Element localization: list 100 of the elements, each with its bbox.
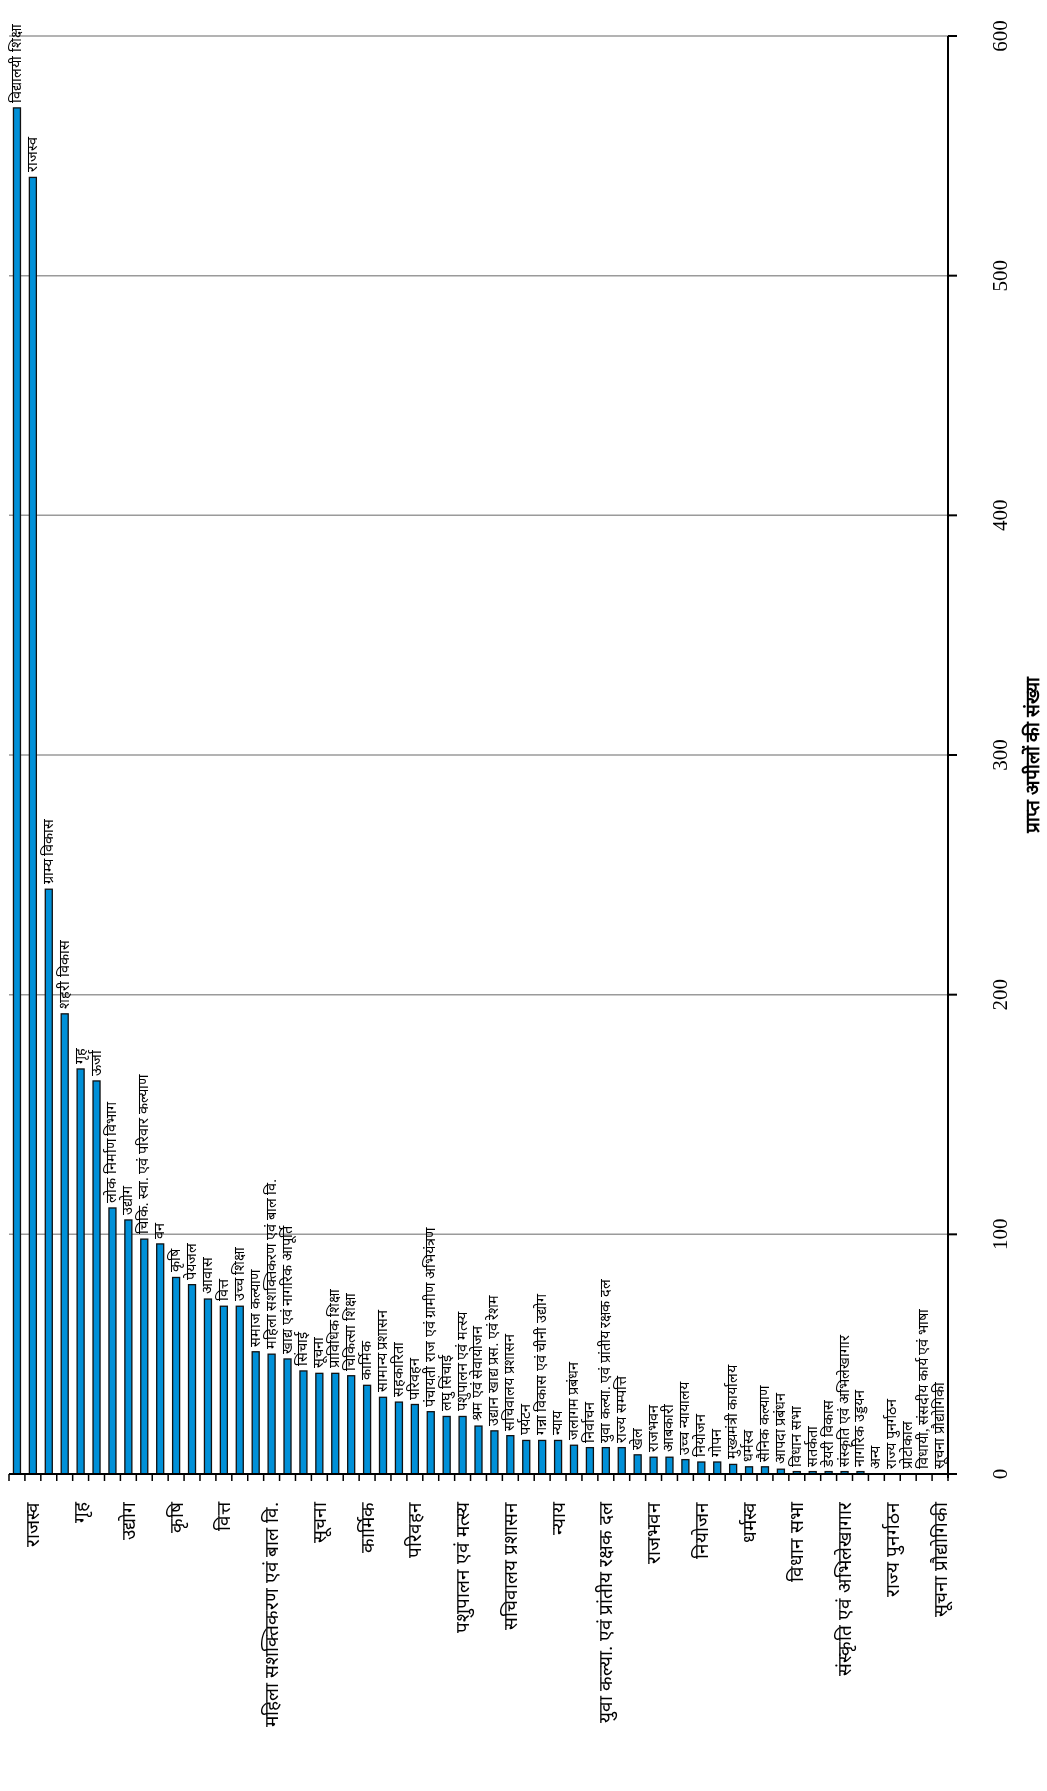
bar: [187, 1284, 197, 1475]
data-label: उच्च न्यायालय: [676, 1380, 693, 1455]
data-label: श्रम एवं सेवायोजन: [469, 1324, 486, 1422]
bar: [538, 1439, 547, 1475]
bar: [28, 176, 38, 1475]
data-label: ऊर्जा: [87, 1048, 104, 1076]
data-label: मुख्यमंत्री कार्यालय: [724, 1363, 742, 1460]
bar: [299, 1370, 308, 1475]
bar: [235, 1305, 244, 1475]
data-label: राजस्व: [23, 136, 40, 173]
x-tick-label: विधान सभा: [785, 1501, 808, 1582]
x-tick-label: न्याय: [547, 1501, 569, 1535]
data-label: पर्यटन: [517, 1403, 534, 1436]
y-tick-label: 400: [988, 499, 1012, 532]
bar: [108, 1207, 117, 1475]
bar: [347, 1375, 356, 1475]
bar: [140, 1238, 149, 1475]
x-tick-label: सचिवालय प्रशासन: [498, 1502, 521, 1630]
bar: [394, 1401, 404, 1475]
data-label: उद्योग: [119, 1184, 136, 1215]
bar: [522, 1439, 531, 1475]
data-label: कार्मिक: [358, 1340, 375, 1381]
data-label: पेयजल: [183, 1241, 200, 1280]
data-label: महिला सशक्तिकरण एवं बाल वि.: [262, 1179, 279, 1350]
data-label: गृह: [71, 1047, 89, 1064]
x-tick-label: राज्य पुनर्गठन: [880, 1502, 905, 1597]
x-tick-label: कृषि: [164, 1501, 189, 1533]
data-label: आपदा प्रबंधन: [771, 1391, 788, 1465]
data-label: जलागम प्रबंधन: [564, 1360, 581, 1441]
data-label: उच्च शिक्षा: [230, 1246, 247, 1302]
data-label: खेल: [628, 1426, 645, 1450]
x-tick-label: वित्त: [212, 1501, 235, 1531]
bar: [92, 1080, 101, 1475]
data-label: गोपन: [708, 1428, 725, 1458]
data-label: धर्मस्व: [740, 1428, 757, 1462]
bar: [410, 1403, 419, 1475]
bar: [251, 1351, 260, 1475]
bar: [649, 1456, 658, 1475]
data-label: वन: [151, 1221, 168, 1239]
data-label: प्रोटोकाल: [899, 1420, 916, 1469]
bar: [331, 1372, 340, 1475]
data-label: परिवहन: [405, 1356, 422, 1400]
data-label: राजभवन: [644, 1404, 661, 1453]
bar: [585, 1446, 595, 1475]
data-label: आवास: [198, 1257, 215, 1295]
data-label: कृषि: [167, 1248, 185, 1273]
data-label: विद्यालयी शिक्षा: [7, 24, 24, 103]
bar: [681, 1458, 690, 1475]
data-label: लोक निर्माण विभाग: [103, 1100, 120, 1203]
x-tick-label: राजभवन: [643, 1502, 665, 1564]
bar: [617, 1446, 626, 1475]
bar: [267, 1353, 276, 1475]
data-label: चिकि. स्वा. एवं परिवार कल्याण: [135, 1074, 152, 1235]
data-label: प्राविधिक शिक्षा: [326, 1288, 343, 1369]
bar: [490, 1430, 499, 1475]
data-label: वित्त: [214, 1278, 231, 1302]
data-label: सचिवालय प्रशासन: [501, 1333, 518, 1431]
bar: [569, 1444, 579, 1475]
data-label: सिंचाई: [293, 1330, 311, 1366]
data-label: सूचना: [310, 1337, 328, 1369]
bar: [283, 1358, 292, 1475]
bar: [665, 1456, 674, 1475]
data-label: समाज कल्याण: [246, 1269, 263, 1347]
x-tick-label: महिला सशक्तिकरण एवं बाल वि.: [260, 1502, 283, 1727]
data-label: शहरी विकास: [55, 940, 72, 1009]
data-label: डेयरी विकास: [819, 1399, 836, 1468]
y-tick-label: 600: [988, 20, 1012, 52]
bar: [156, 1243, 165, 1475]
bar: [44, 888, 53, 1475]
y-tick-label: 0: [988, 1468, 1012, 1480]
bar: [506, 1435, 515, 1475]
data-label: ग्राम्य विकास: [39, 818, 56, 885]
bar: [633, 1454, 642, 1475]
bar: [553, 1439, 563, 1475]
data-label: आबकारी: [660, 1404, 677, 1453]
data-label: निर्वाचन: [580, 1400, 597, 1443]
bar: [474, 1425, 483, 1475]
data-label: विधान सभा: [787, 1405, 804, 1467]
data-label: नागरिक उड्डयन: [851, 1388, 869, 1467]
data-label: सूचना प्रौद्योगिकी: [931, 1382, 949, 1469]
bar: [458, 1415, 467, 1475]
x-tick-label: गृह: [70, 1501, 94, 1523]
bar: [442, 1415, 451, 1475]
y-tick-label: 500: [988, 259, 1012, 292]
x-tick-label: धर्मस्व: [737, 1502, 760, 1543]
x-tick-label: पशुपालन एवं मत्स्य: [452, 1501, 476, 1633]
y-axis-title: प्राप्त अपीलों की संख्या: [1020, 675, 1043, 835]
data-label: विधायी, संसदीय कार्य एवं भाषा: [915, 1308, 932, 1469]
y-tick-label: 100: [988, 1218, 1012, 1251]
bar: [315, 1372, 324, 1475]
bar: [362, 1384, 372, 1475]
x-tick-label: उद्योग: [116, 1502, 139, 1540]
bar: [171, 1276, 181, 1475]
bar: [12, 107, 22, 1475]
data-label: चिकित्सा शिक्षा: [342, 1293, 359, 1371]
data-label: लघु सिंचाई: [436, 1353, 455, 1412]
bar: [124, 1219, 133, 1475]
data-label: सैनिक कल्याण: [755, 1385, 772, 1462]
x-tick-label: सूचना प्रौद्योगिकी: [928, 1501, 953, 1617]
x-tick-label: सूचना: [308, 1501, 332, 1543]
